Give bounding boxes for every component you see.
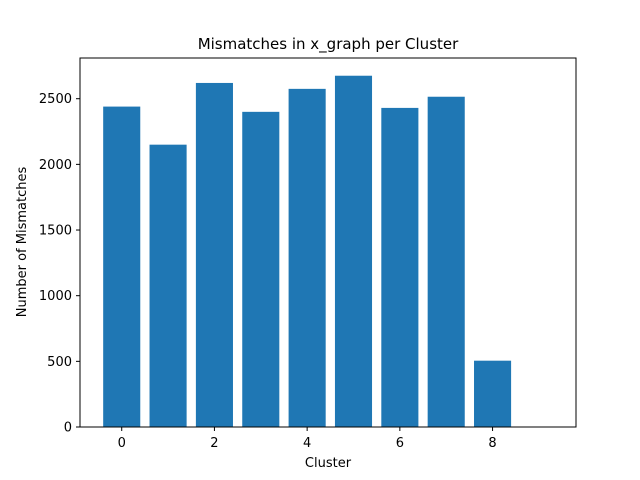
y-tick-label: 1500	[39, 224, 72, 239]
y-tick-label: 500	[47, 355, 72, 370]
x-axis-ticks: 0 2 4 6 8	[118, 427, 497, 451]
x-axis-title: Cluster	[305, 456, 352, 471]
bar-cluster-2	[195, 82, 233, 427]
x-tick-label: 2	[210, 436, 218, 451]
bar-cluster-4	[288, 88, 326, 427]
y-axis-title: Number of Mismatches	[15, 167, 30, 318]
bar-cluster-7	[427, 96, 465, 427]
chart-title: Mismatches in x_graph per Cluster	[198, 35, 459, 54]
x-tick-label: 4	[303, 436, 311, 451]
bar-cluster-0	[103, 106, 141, 427]
bar-cluster-5	[334, 75, 373, 428]
bar-cluster-8	[474, 360, 512, 427]
bars-group	[103, 75, 512, 428]
x-tick-label: 0	[118, 436, 126, 451]
y-axis-ticks: 0 500 1000 1500 2000 2500	[39, 92, 80, 436]
x-tick-label: 6	[396, 436, 404, 451]
y-tick-label: 2500	[39, 92, 72, 107]
bar-cluster-3	[242, 111, 280, 428]
plot-frame	[79, 57, 577, 428]
y-tick-label: 2000	[39, 158, 72, 173]
bar-cluster-6	[381, 107, 419, 427]
y-tick-label: 0	[64, 421, 72, 436]
x-tick-label: 8	[488, 436, 496, 451]
bar-cluster-1	[149, 144, 187, 427]
y-tick-label: 1000	[39, 289, 72, 304]
